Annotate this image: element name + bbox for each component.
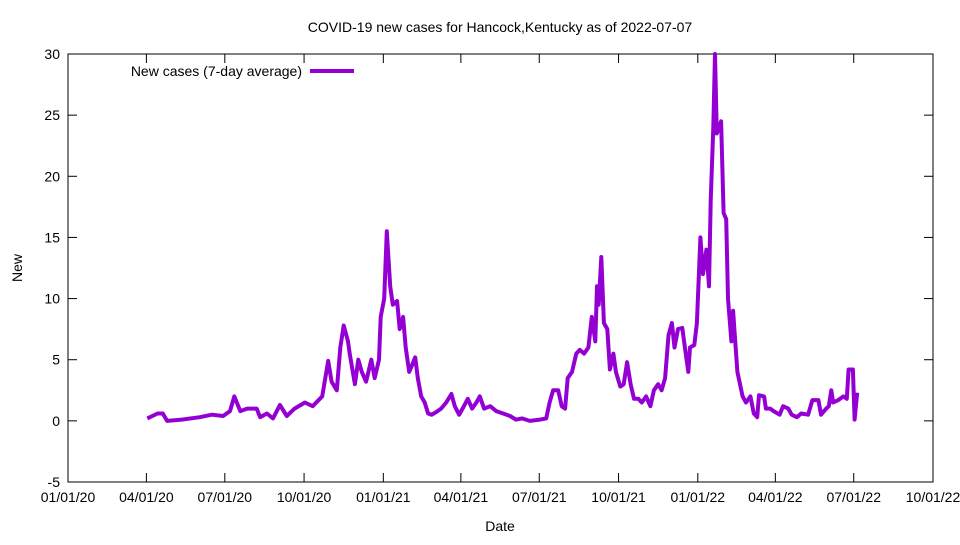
- axes: -5 0 5 10 15 20 25 30 01/01/20 04/01/20 07/01/20 10…: [41, 46, 960, 505]
- x-tick-label: 01/01/22: [671, 489, 726, 505]
- x-tick-label: 07/01/22: [826, 489, 881, 505]
- x-axis-label: Date: [485, 518, 515, 534]
- y-tick-label: 5: [52, 352, 60, 368]
- x-tick-label: 01/01/20: [41, 489, 96, 505]
- x-tick-label: 07/01/21: [512, 489, 567, 505]
- y-axis-label: New: [9, 253, 25, 282]
- plot-frame: [67, 53, 934, 483]
- x-tick-label: 10/01/21: [591, 489, 646, 505]
- chart-title: COVID-19 new cases for Hancock,Kentucky …: [308, 19, 693, 35]
- x-tick-label: 04/01/20: [119, 489, 174, 505]
- legend: New cases (7-day average): [131, 63, 354, 79]
- y-tick-label: 20: [44, 168, 60, 184]
- y-tick-label: -5: [48, 474, 61, 490]
- x-tick-label: 10/01/22: [906, 489, 960, 505]
- x-tick-label: 07/01/20: [198, 489, 253, 505]
- series-line-new-cases: [146, 52, 860, 423]
- x-tick-label: 04/01/22: [748, 489, 803, 505]
- x-tick-label: 10/01/20: [277, 489, 332, 505]
- y-tick-label: 30: [44, 46, 60, 62]
- x-tick-label: 01/01/21: [356, 489, 411, 505]
- y-tick-label: 0: [52, 413, 60, 429]
- y-tick-label: 15: [44, 229, 60, 245]
- legend-label: New cases (7-day average): [131, 63, 302, 79]
- x-tick-label: 04/01/21: [434, 489, 489, 505]
- series-group: [146, 52, 860, 423]
- y-tick-label: 10: [44, 291, 60, 307]
- y-tick-label: 25: [44, 107, 60, 123]
